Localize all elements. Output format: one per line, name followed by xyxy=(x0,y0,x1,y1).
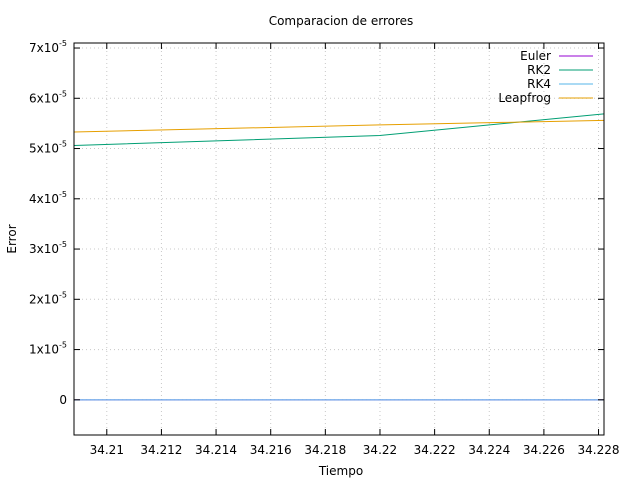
tick-marks xyxy=(74,43,604,435)
y-tick-label: 0 xyxy=(59,393,67,407)
y-tick-label: 1x10-5 xyxy=(29,341,67,357)
y-tick-label: 6x10-5 xyxy=(29,89,67,105)
legend-label: RK4 xyxy=(527,77,551,91)
x-tick-label: 34.21 xyxy=(90,443,124,457)
y-tick-label: 7x10-5 xyxy=(29,39,67,55)
x-tick-label: 34.226 xyxy=(523,443,565,457)
legend-label: Leapfrog xyxy=(498,91,551,105)
plot-frame xyxy=(73,42,605,436)
legend-label: Euler xyxy=(520,49,551,63)
x-tick-label: 34.222 xyxy=(414,443,456,457)
chart-title: Comparacion de errores xyxy=(269,14,414,28)
x-tick-labels: 34.21 34.212 34.214 34.216 34.218 34.22 34.222… xyxy=(90,443,620,457)
series-line-leapfrog xyxy=(73,119,605,133)
x-tick-label: 34.218 xyxy=(304,443,346,457)
y-axis-label: Error xyxy=(5,224,19,253)
x-tick-label: 34.228 xyxy=(578,443,620,457)
series-line-rk2 xyxy=(73,113,605,147)
x-tick-label: 34.214 xyxy=(195,443,237,457)
y-tick-label: 3x10-5 xyxy=(29,240,67,256)
x-axis-label: Tiempo xyxy=(318,464,363,478)
x-tick-label: 34.216 xyxy=(250,443,292,457)
y-tick-labels: 0 1x10-5 2x10-5 3x10-5 4x10-5 5x10-5 6x10-5 7x1… xyxy=(29,39,67,407)
y-tick-label: 4x10-5 xyxy=(29,190,67,206)
grid xyxy=(74,43,604,435)
x-tick-label: 34.212 xyxy=(140,443,182,457)
x-tick-label: 34.22 xyxy=(363,443,397,457)
legend-label: RK2 xyxy=(527,63,551,77)
plot-series xyxy=(73,113,605,401)
y-tick-label: 2x10-5 xyxy=(29,290,67,306)
y-tick-label: 5x10-5 xyxy=(29,140,67,156)
x-tick-label: 34.224 xyxy=(468,443,510,457)
